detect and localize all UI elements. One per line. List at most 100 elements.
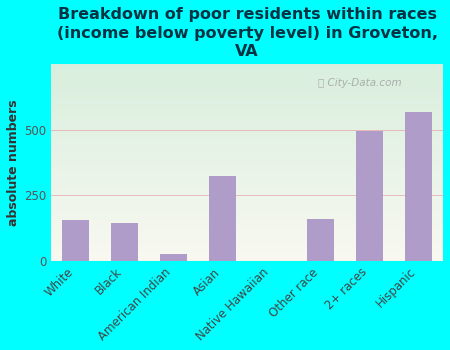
- Bar: [51, 182, 443, 183]
- Bar: [51, 108, 443, 110]
- Bar: [51, 117, 443, 118]
- Bar: [51, 98, 443, 99]
- Bar: [51, 164, 443, 166]
- Bar: [51, 68, 443, 69]
- Bar: [51, 87, 443, 88]
- Bar: [51, 142, 443, 143]
- Bar: [51, 228, 443, 229]
- Bar: [51, 253, 443, 254]
- Bar: [51, 234, 443, 235]
- Bar: [51, 75, 443, 76]
- Bar: [51, 90, 443, 91]
- Bar: [51, 102, 443, 103]
- Bar: [51, 100, 443, 101]
- Bar: [51, 113, 443, 114]
- Bar: [51, 153, 443, 154]
- Bar: [51, 74, 443, 75]
- Bar: [51, 96, 443, 97]
- Bar: [51, 236, 443, 237]
- Bar: [51, 105, 443, 106]
- Bar: [51, 126, 443, 127]
- Bar: [51, 187, 443, 188]
- Bar: [51, 103, 443, 104]
- Bar: [51, 246, 443, 247]
- Bar: [51, 237, 443, 238]
- Bar: [51, 128, 443, 129]
- Bar: [51, 133, 443, 134]
- Bar: [51, 161, 443, 162]
- Bar: [51, 176, 443, 177]
- Bar: [51, 207, 443, 208]
- Bar: [51, 257, 443, 258]
- Bar: [51, 249, 443, 250]
- Bar: [51, 101, 443, 102]
- Bar: [51, 248, 443, 249]
- Bar: [51, 202, 443, 203]
- Bar: [51, 81, 443, 82]
- Bar: [51, 215, 443, 216]
- Bar: [51, 111, 443, 112]
- Bar: [51, 169, 443, 170]
- Bar: [51, 193, 443, 194]
- Bar: [51, 119, 443, 120]
- Bar: [51, 160, 443, 161]
- Bar: [51, 198, 443, 199]
- Bar: [51, 114, 443, 116]
- Bar: [51, 260, 443, 261]
- Bar: [51, 64, 443, 65]
- Bar: [51, 255, 443, 256]
- Bar: [51, 140, 443, 141]
- Bar: [51, 217, 443, 218]
- Bar: [51, 214, 443, 215]
- Bar: [51, 71, 443, 72]
- Bar: [51, 224, 443, 225]
- Bar: [51, 106, 443, 107]
- Bar: [51, 94, 443, 95]
- Bar: [51, 127, 443, 128]
- Bar: [51, 112, 443, 113]
- Bar: [51, 229, 443, 230]
- Bar: [209, 176, 236, 261]
- Bar: [51, 149, 443, 150]
- Bar: [51, 163, 443, 164]
- Bar: [51, 205, 443, 206]
- Bar: [51, 208, 443, 209]
- Bar: [51, 77, 443, 78]
- Bar: [51, 258, 443, 259]
- Bar: [51, 250, 443, 251]
- Bar: [51, 168, 443, 169]
- Bar: [51, 218, 443, 219]
- Bar: [51, 157, 443, 158]
- Bar: [51, 172, 443, 173]
- Bar: [51, 238, 443, 239]
- Bar: [51, 178, 443, 179]
- Bar: [51, 241, 443, 242]
- Bar: [51, 110, 443, 111]
- Bar: [51, 175, 443, 176]
- Bar: [51, 185, 443, 186]
- Bar: [51, 156, 443, 157]
- Bar: [51, 183, 443, 184]
- Bar: [51, 247, 443, 248]
- Bar: [51, 242, 443, 243]
- Bar: [111, 223, 138, 261]
- Bar: [51, 231, 443, 232]
- Bar: [51, 152, 443, 153]
- Bar: [51, 79, 443, 80]
- Bar: [51, 141, 443, 142]
- Bar: [51, 162, 443, 163]
- Bar: [51, 80, 443, 81]
- Bar: [51, 167, 443, 168]
- Bar: [51, 123, 443, 124]
- Bar: [51, 223, 443, 224]
- Bar: [51, 154, 443, 155]
- Bar: [51, 254, 443, 255]
- Bar: [51, 135, 443, 136]
- Bar: [51, 136, 443, 137]
- Bar: [51, 166, 443, 167]
- Bar: [160, 254, 187, 261]
- Bar: [51, 70, 443, 71]
- Bar: [51, 212, 443, 213]
- Bar: [51, 88, 443, 89]
- Bar: [51, 211, 443, 212]
